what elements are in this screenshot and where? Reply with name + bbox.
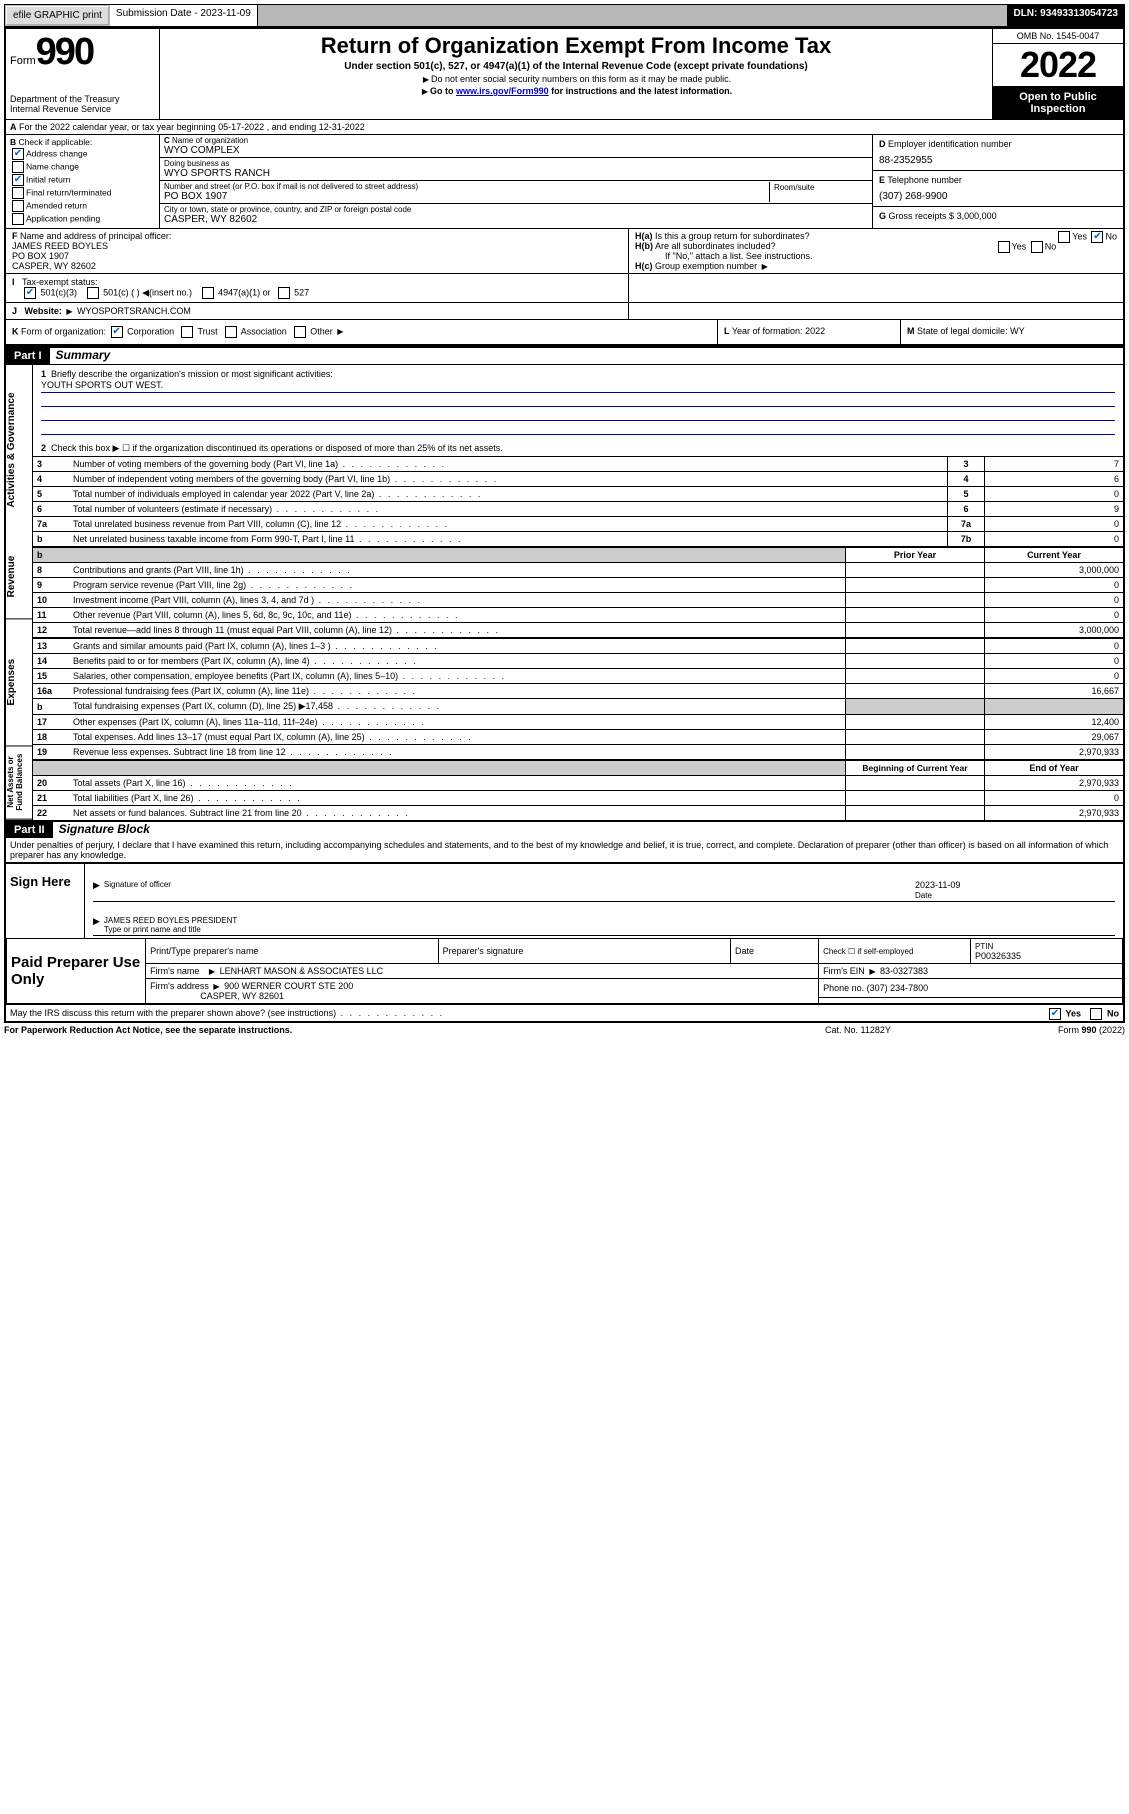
officer-name-title: JAMES REED BOYLES PRESIDENT [104,916,237,925]
officer-name: JAMES REED BOYLES [12,241,622,251]
cb-name-change[interactable] [12,161,24,173]
cb-app-pending[interactable] [12,213,24,225]
vertical-section-tabs: Activities & Governance Revenue Expenses… [6,365,33,820]
form-header: Form990 Department of the Treasury Inter… [6,29,1123,119]
section-h: H(a) Is this a group return for subordin… [629,229,1123,273]
sign-date: 2023-11-09 [915,880,960,890]
street-address: PO BOX 1907 [164,191,769,202]
form-number: 990 [36,31,93,73]
cb-corp[interactable] [111,326,123,338]
cb-initial-return[interactable] [12,174,24,186]
part-ii-header: Part IISignature Block [6,820,1123,838]
efile-print-button[interactable]: efile GRAPHIC print [6,6,109,25]
revenue-table: b Prior Year Current Year 8Contributions… [33,546,1123,637]
cb-hb-no[interactable] [1031,241,1043,253]
cb-discuss-no[interactable] [1090,1008,1102,1020]
city-state-zip: CASPER, WY 82602 [164,214,868,225]
section-c-org-info: C Name of organization WYO COMPLEX Doing… [160,135,872,228]
dept-treasury: Department of the Treasury [10,94,155,104]
firm-phone: (307) 234-7800 [867,983,929,993]
website-url: WYOSPORTSRANCH.COM [77,306,191,316]
section-b-checkboxes: B Check if applicable: Address change Na… [6,135,160,228]
form-subtitle: Under section 501(c), 527, or 4947(a)(1)… [166,61,986,72]
open-public-badge: Open to Public Inspection [993,87,1123,119]
firm-addr2: CASPER, WY 82601 [200,991,284,1001]
firm-name: LENHART MASON & ASSOCIATES LLC [220,966,384,976]
section-l-formation: L Year of formation: 2022 [717,320,900,344]
section-m-domicile: M State of legal domicile: WY [900,320,1123,344]
room-suite-label: Room/suite [770,182,868,202]
cb-other[interactable] [294,326,306,338]
note-ssn: Do not enter social security numbers on … [431,74,731,84]
paid-preparer-label: Paid Preparer Use Only [7,939,146,1004]
cb-527[interactable] [278,287,290,299]
irs-label: Internal Revenue Service [10,104,155,114]
top-bar: efile GRAPHIC print Submission Date - 20… [4,4,1125,27]
row-a-tax-year: A For the 2022 calendar year, or tax yea… [6,119,1123,134]
section-k-form-org: K Form of organization: Corporation Trus… [6,320,717,344]
cb-501c3[interactable] [24,287,36,299]
telephone: (307) 268-9900 [879,191,1117,202]
omb-number: OMB No. 1545-0047 [993,29,1123,44]
cb-hb-yes[interactable] [998,241,1010,253]
cb-address-change[interactable] [12,148,24,160]
ein: 88-2352955 [879,155,1117,166]
ptin: P00326335 [975,951,1021,961]
discuss-row: May the IRS discuss this return with the… [6,1004,1123,1021]
section-f-officer: F Name and address of principal officer:… [6,229,629,273]
irs-link[interactable]: www.irs.gov/Form990 [456,86,549,96]
expenses-table: 13Grants and similar amounts paid (Part … [33,637,1123,759]
mission-block: 1 Briefly describe the organization's mi… [33,365,1123,456]
tax-year: 2022 [993,44,1123,87]
org-name: WYO COMPLEX [164,145,868,156]
cb-ha-no[interactable] [1091,231,1103,243]
page-footer: For Paperwork Reduction Act Notice, see … [4,1023,1125,1037]
section-j-website: J Website: WYOSPORTSRANCH.COM [6,303,629,319]
cb-501c[interactable] [87,287,99,299]
balances-table: Beginning of Current Year End of Year 20… [33,759,1123,820]
cb-4947[interactable] [202,287,214,299]
cb-assoc[interactable] [225,326,237,338]
perjury-declaration: Under penalties of perjury, I declare th… [6,838,1123,864]
cb-amended[interactable] [12,200,24,212]
cb-trust[interactable] [181,326,193,338]
firm-addr1: 900 WERNER COURT STE 200 [224,981,353,991]
form-title: Return of Organization Exempt From Incom… [166,33,986,59]
mission-text: YOUTH SPORTS OUT WEST. [41,380,1115,393]
cb-final-return[interactable] [12,187,24,199]
cb-ha-yes[interactable] [1058,231,1070,243]
firm-ein: 83-0327383 [880,966,928,976]
dln: DLN: 93493313054723 [1007,5,1124,26]
part-i-header: Part ISummary [6,346,1123,364]
dba-name: WYO SPORTS RANCH [164,168,868,179]
cb-discuss-yes[interactable] [1049,1008,1061,1020]
governance-table: 3Number of voting members of the governi… [33,456,1123,546]
gross-receipts: 3,000,000 [957,211,997,221]
section-i-tax-status: I Tax-exempt status: 501(c)(3) 501(c) ( … [6,274,629,302]
sign-here-block: Sign Here Signature of officer 2023-11-0… [6,864,1123,938]
form-prefix: Form [10,55,36,67]
paid-preparer-table: Paid Preparer Use Only Print/Type prepar… [6,938,1123,1004]
submission-date: Submission Date - 2023-11-09 [110,5,258,26]
